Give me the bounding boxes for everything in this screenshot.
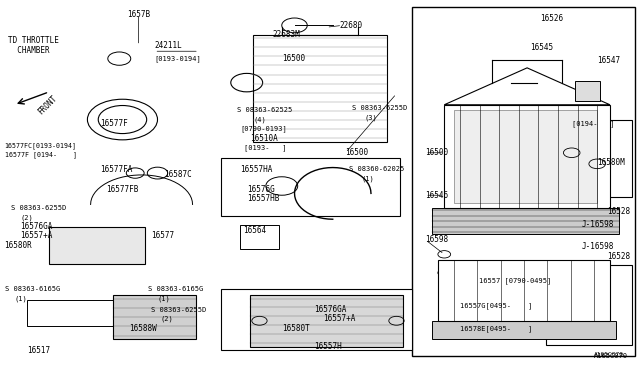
Text: 22680: 22680: [339, 21, 362, 30]
Text: 16500: 16500: [425, 148, 448, 157]
Text: 16557 [0790-0495]: 16557 [0790-0495]: [479, 277, 552, 283]
Text: 16528: 16528: [607, 207, 630, 217]
Text: J-16598: J-16598: [581, 220, 614, 229]
Text: 16557H: 16557H: [314, 342, 341, 351]
FancyBboxPatch shape: [546, 119, 632, 197]
Text: S 08363-6255D: S 08363-6255D: [352, 106, 407, 112]
Text: [0193-   ]: [0193- ]: [244, 144, 286, 151]
Text: 16580R: 16580R: [4, 241, 33, 250]
Text: S 08360-62025: S 08360-62025: [349, 166, 404, 172]
Text: 16528: 16528: [607, 251, 630, 261]
Text: TD THROTTLE
  CHAMBER: TD THROTTLE CHAMBER: [8, 36, 59, 55]
Text: 16576GA: 16576GA: [314, 305, 346, 314]
Text: 16576GA: 16576GA: [20, 222, 53, 231]
Text: 16517: 16517: [27, 346, 50, 355]
Text: 16557+A: 16557+A: [323, 314, 356, 323]
Text: A165C070: A165C070: [594, 352, 624, 357]
Text: (1): (1): [14, 295, 27, 302]
Text: [0790-0193]: [0790-0193]: [241, 125, 287, 132]
Text: 16577F: 16577F: [100, 119, 128, 128]
Text: S 08363-6255D: S 08363-6255D: [151, 307, 206, 313]
Text: 16588W: 16588W: [129, 324, 157, 333]
Text: 16500: 16500: [282, 54, 305, 63]
Polygon shape: [438, 260, 610, 321]
Text: (1): (1): [157, 295, 170, 302]
Text: (3): (3): [365, 115, 378, 121]
Text: 16557HA: 16557HA: [241, 165, 273, 174]
Text: (1): (1): [362, 175, 374, 182]
Text: 1657B: 1657B: [127, 10, 150, 19]
Text: 16564: 16564: [244, 226, 267, 235]
Text: S 08363-62525: S 08363-62525: [237, 107, 292, 113]
Text: 24211L: 24211L: [154, 41, 182, 50]
Text: 16547: 16547: [597, 56, 620, 65]
FancyBboxPatch shape: [241, 225, 278, 249]
Text: S 08363-6165G: S 08363-6165G: [4, 286, 60, 292]
Text: [0193-0194]: [0193-0194]: [154, 55, 201, 62]
FancyBboxPatch shape: [221, 158, 399, 215]
Text: 16510A: 16510A: [250, 134, 278, 142]
Text: 16557+A: 16557+A: [20, 231, 53, 240]
Text: [0194-   ]: [0194- ]: [572, 120, 614, 126]
Polygon shape: [431, 208, 620, 234]
Text: S 08363-6255D: S 08363-6255D: [11, 205, 66, 211]
Text: 16545: 16545: [531, 43, 554, 52]
Text: S 08363-6165G: S 08363-6165G: [148, 286, 204, 292]
Text: 16577: 16577: [151, 231, 174, 240]
FancyBboxPatch shape: [49, 227, 145, 263]
Text: (4): (4): [253, 116, 266, 123]
FancyBboxPatch shape: [253, 35, 387, 142]
Text: 16577FA: 16577FA: [100, 165, 132, 174]
Text: 16526: 16526: [540, 13, 563, 22]
FancyBboxPatch shape: [250, 295, 403, 347]
Text: 16577F [0194-    ]: 16577F [0194- ]: [4, 151, 77, 158]
FancyBboxPatch shape: [575, 81, 600, 101]
FancyBboxPatch shape: [546, 265, 632, 345]
Text: 16557G[0495-    ]: 16557G[0495- ]: [460, 303, 532, 310]
Text: 16587C: 16587C: [164, 170, 191, 179]
Text: 16580T: 16580T: [282, 324, 310, 333]
Polygon shape: [431, 321, 616, 339]
Text: 16546: 16546: [425, 191, 448, 200]
Text: 16598: 16598: [425, 235, 448, 244]
Text: FRONT: FRONT: [36, 93, 59, 116]
FancyBboxPatch shape: [412, 7, 636, 356]
Text: (2): (2): [20, 214, 33, 221]
FancyBboxPatch shape: [113, 295, 196, 339]
Text: 22683M: 22683M: [272, 30, 300, 39]
FancyBboxPatch shape: [221, 289, 412, 350]
Polygon shape: [444, 105, 610, 208]
Text: 16577FB: 16577FB: [106, 185, 139, 194]
Text: 16578E[0495-    ]: 16578E[0495- ]: [460, 325, 532, 331]
Text: 16500: 16500: [346, 148, 369, 157]
Text: J-16598: J-16598: [581, 243, 614, 251]
Text: 16577FC[0193-0194]: 16577FC[0193-0194]: [4, 142, 77, 149]
Text: A165C070: A165C070: [594, 353, 628, 359]
Text: 16557HB: 16557HB: [246, 195, 279, 203]
Text: 16576G: 16576G: [246, 185, 275, 194]
FancyBboxPatch shape: [454, 110, 597, 203]
Text: (2): (2): [161, 316, 173, 322]
Text: 16580M: 16580M: [597, 157, 625, 167]
Polygon shape: [444, 68, 610, 105]
